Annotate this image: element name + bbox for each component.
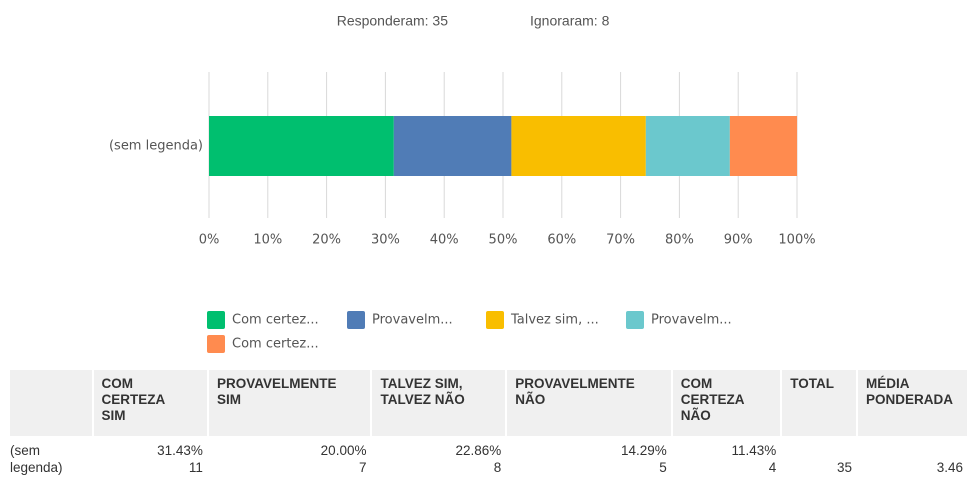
header-line: TOTAL: [790, 376, 835, 391]
legend-swatch: [207, 335, 225, 353]
column-header: [10, 370, 92, 436]
column-header: MÉDIA PONDERADA: [858, 370, 967, 436]
header-line: TALVEZ NÃO: [380, 392, 465, 407]
table-cell: 20.00% 7: [209, 436, 371, 476]
legend-label: Com certez...: [232, 337, 319, 352]
header-line: SIM: [216, 392, 241, 407]
legend-swatch: [347, 311, 365, 329]
spacer: [786, 442, 852, 459]
header-line: COM: [680, 376, 713, 391]
total-value: 35: [837, 460, 853, 475]
skipped-count: Ignoraram: 8: [530, 13, 610, 29]
chart: Responderam: 35 Ignoraram: 8 0% 10% 20% 30% 40…: [109, 13, 816, 353]
cell-line: 5: [659, 460, 667, 475]
legend-label: Talvez sim, ...: [510, 313, 599, 328]
header-line: NÃO: [680, 408, 711, 423]
legend-label: Provavelm...: [372, 313, 453, 328]
legend-swatch: [207, 311, 225, 329]
row-label-line: (sem: [10, 443, 40, 458]
cell-line: 31.43%: [157, 443, 203, 458]
column-header: COM CERTEZA NÃO: [672, 370, 781, 436]
row-label-line: legenda): [10, 460, 63, 475]
table-cell: 14.29% 5: [507, 436, 671, 476]
cell-line: 8: [493, 460, 502, 475]
header-line: PROVAVELMENTE: [216, 376, 337, 391]
column-header: PROVAVELMENTE SIM: [208, 370, 371, 436]
total-cell: 35: [782, 436, 856, 476]
header-line: MÉDIA: [866, 376, 910, 391]
x-tick-label: 40%: [430, 233, 459, 248]
header-line: PROVAVELMENTE: [515, 376, 635, 391]
x-tick-label: 60%: [547, 233, 576, 248]
row-label: (sem legenda): [10, 436, 92, 476]
column-header: TOTAL: [782, 370, 857, 436]
table-row: (sem legenda) 31.43% 11 20.00% 7 22.86% 8 14.29%…: [10, 436, 967, 476]
header-line: TALVEZ SIM,: [380, 376, 463, 391]
table-cell: 31.43% 11: [94, 436, 207, 476]
bar-segment: [511, 116, 646, 176]
cell-line: 7: [358, 460, 367, 475]
x-tick-label: 90%: [724, 233, 753, 248]
bar-segment: [645, 116, 730, 176]
legend-label: Com certez...: [232, 313, 319, 328]
cell-line: 4: [768, 460, 777, 475]
results-table: COM CERTEZA SIM PROVAVELMENTE SIM TALVEZ SIM,…: [8, 370, 969, 476]
legend-swatch: [626, 311, 644, 329]
header-line: NÃO: [515, 392, 546, 407]
cell-line: 11.43%: [731, 443, 777, 458]
header-line: COM: [101, 376, 134, 391]
bar-segment: [729, 116, 798, 176]
table-cell: 22.86% 8: [372, 436, 505, 476]
bar-segment: [393, 116, 512, 176]
responded-count: Responderam: 35: [337, 13, 449, 29]
x-tick-label: 80%: [665, 233, 694, 248]
x-tick-label: 70%: [606, 233, 635, 248]
header-line: CERTEZA: [680, 392, 745, 407]
column-header: TALVEZ SIM, TALVEZ NÃO: [372, 370, 506, 436]
average-value: 3.46: [936, 460, 963, 475]
average-cell: 3.46: [858, 436, 967, 476]
x-tick-label: 100%: [778, 233, 815, 248]
cell-line: 11: [188, 460, 203, 475]
x-tick-label: 10%: [253, 233, 282, 248]
cell-line: 22.86%: [455, 443, 502, 458]
x-tick-label: 30%: [371, 233, 400, 248]
x-tick-label: 50%: [489, 233, 518, 248]
header-line: CERTEZA: [101, 392, 166, 407]
legend-label: Provavelm...: [651, 313, 732, 328]
spacer: [862, 442, 963, 459]
column-header: PROVAVELMENTE NÃO: [507, 370, 671, 436]
cell-line: 20.00%: [320, 443, 367, 458]
legend-swatch: [486, 311, 504, 329]
y-category-label: (sem legenda): [109, 139, 203, 154]
table-cell: 11.43% 4: [673, 436, 781, 476]
column-header: COM CERTEZA SIM: [93, 370, 207, 436]
cell-line: 14.29%: [621, 443, 667, 458]
x-tick-label: 20%: [312, 233, 341, 248]
x-tick-label: 0%: [199, 233, 220, 248]
header-line: SIM: [101, 408, 126, 423]
header-line: PONDERADA: [866, 392, 954, 407]
bar-segment: [209, 116, 394, 176]
